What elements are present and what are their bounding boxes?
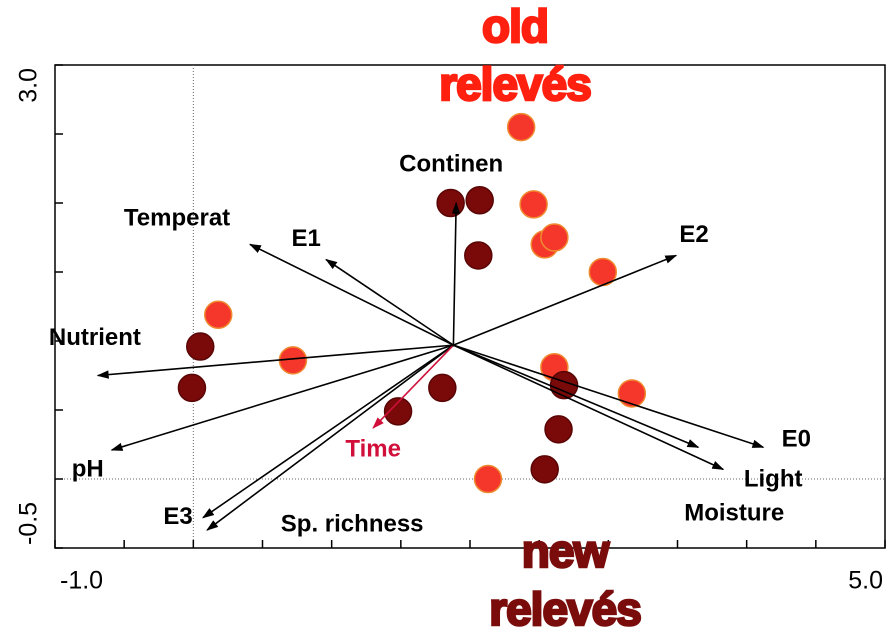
annotation: new — [522, 525, 610, 577]
point — [540, 223, 569, 252]
arrow-label: Nutrient — [49, 324, 141, 351]
annotation: old — [482, 0, 548, 52]
arrow-label: Sp. richness — [281, 510, 424, 537]
point — [617, 379, 647, 408]
arrow-label: Continen — [399, 150, 503, 177]
point — [177, 373, 207, 403]
arrow-label: E2 — [679, 221, 708, 248]
point — [530, 455, 559, 484]
arrow-label: E0 — [782, 426, 811, 453]
point — [519, 190, 548, 219]
arrow — [372, 344, 454, 429]
arrow — [325, 258, 454, 346]
point — [186, 332, 215, 361]
arrow-label: E3 — [163, 503, 192, 530]
annotation: relevés — [489, 583, 641, 635]
point — [464, 241, 493, 270]
point — [383, 397, 413, 426]
arrow — [248, 243, 454, 346]
arrow-label: Moisture — [684, 500, 784, 527]
point — [506, 112, 536, 142]
arrow — [453, 344, 765, 449]
arrow — [96, 344, 454, 379]
point — [465, 185, 494, 215]
point — [473, 464, 503, 494]
arrow-origin — [451, 343, 455, 347]
point — [428, 373, 457, 403]
point — [203, 300, 233, 330]
annotation: relevés — [439, 58, 591, 110]
arrow — [206, 344, 454, 531]
arrow — [453, 254, 678, 346]
arrow — [202, 344, 454, 519]
arrow — [453, 344, 700, 448]
arrow-label: Time — [345, 435, 401, 462]
arrow-label: E1 — [291, 225, 320, 252]
x-tick-label: 5.0 — [848, 567, 883, 595]
point — [544, 415, 573, 444]
x-tick-label: -1.0 — [60, 567, 103, 595]
arrow-label: Light — [744, 466, 803, 493]
arrow-label: pH — [72, 455, 104, 482]
y-tick-label: 3.0 — [15, 68, 43, 103]
arrow-label: Temperat — [124, 205, 230, 232]
arrow — [110, 344, 454, 451]
arrow — [453, 344, 725, 471]
arrow — [451, 201, 461, 346]
y-tick-label: -0.5 — [15, 502, 43, 545]
point — [436, 188, 465, 218]
